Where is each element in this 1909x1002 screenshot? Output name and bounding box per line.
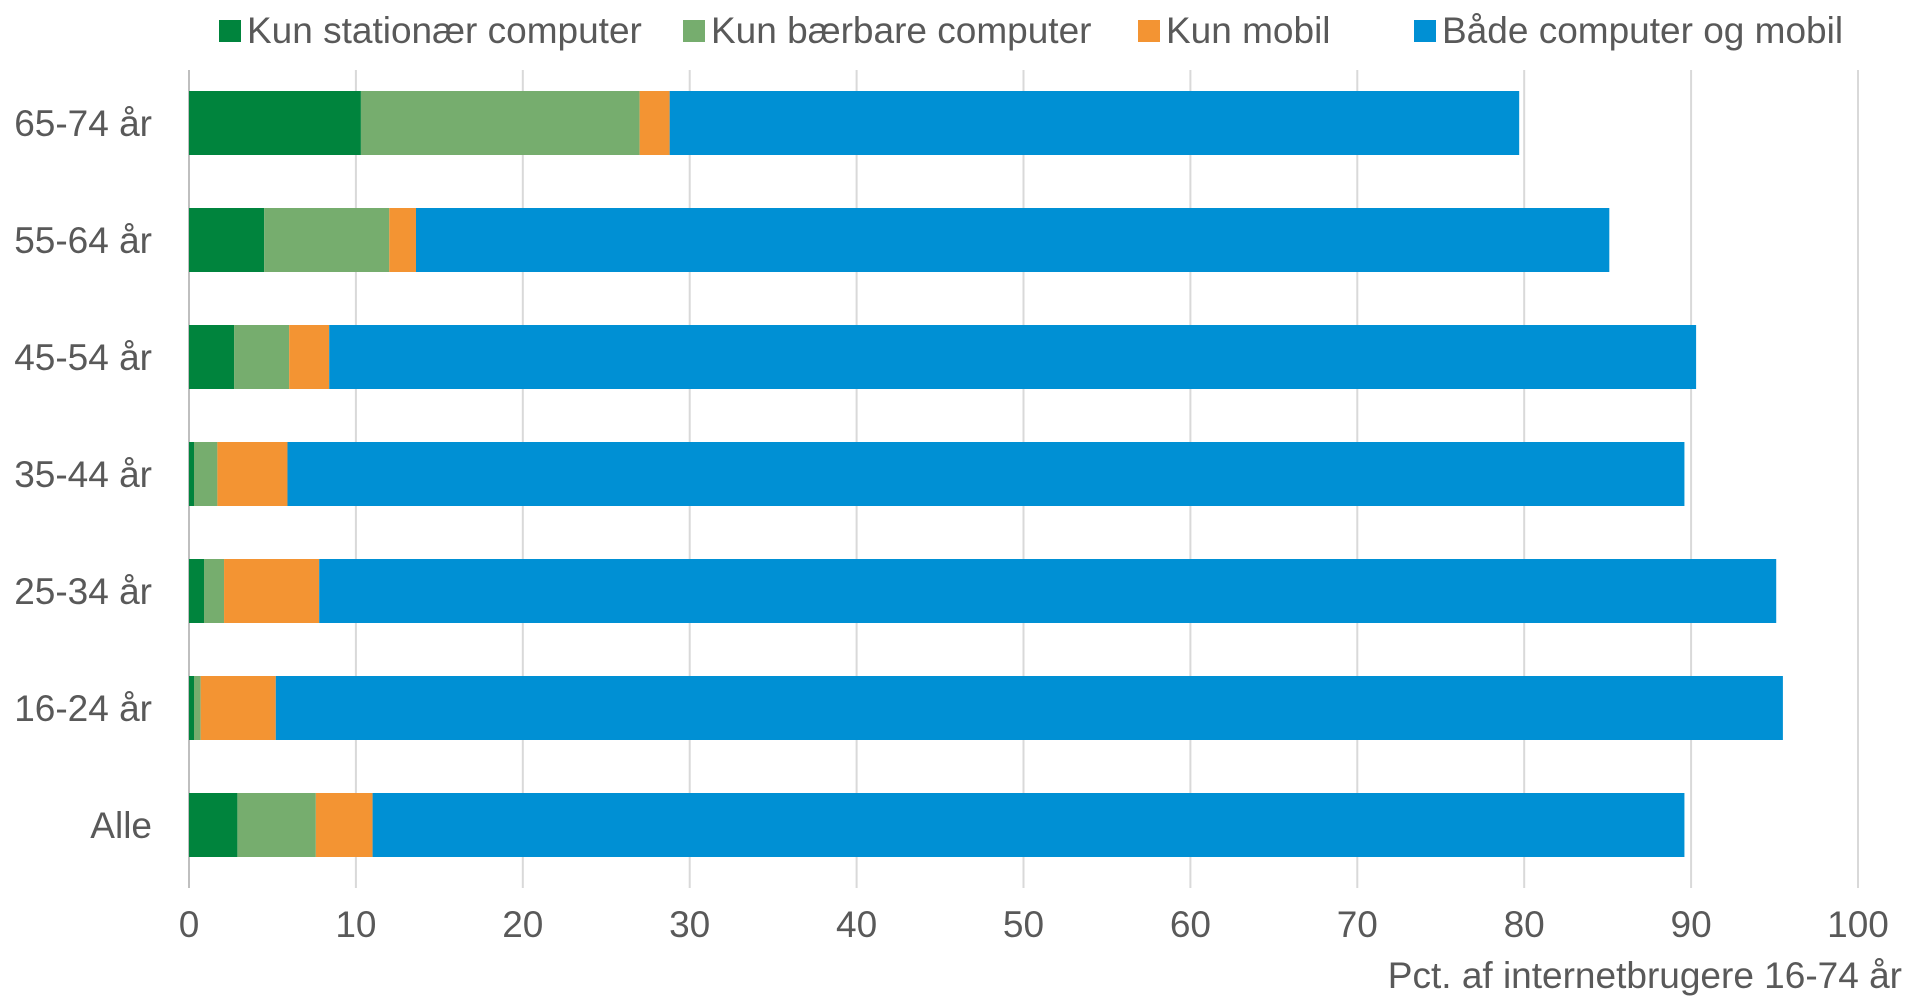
legend-swatch <box>683 20 705 42</box>
bar-segment <box>264 208 390 272</box>
bar-segment <box>189 559 205 623</box>
bar-segment <box>669 91 1520 155</box>
y-category-label: 25-34 år <box>14 571 152 612</box>
x-tick-label: 10 <box>335 904 376 945</box>
bar-segment <box>204 559 225 623</box>
x-axis-title: Pct. af internetbrugere 16-74 år <box>1388 955 1902 996</box>
x-tick-label: 90 <box>1671 904 1712 945</box>
bar-segment <box>200 676 276 740</box>
bar-segment <box>289 325 330 389</box>
y-category-label: Alle <box>90 805 152 846</box>
bar-segment <box>189 442 195 506</box>
bar-segment <box>329 325 1697 389</box>
y-category-label: 35-44 år <box>14 454 152 495</box>
bar-segment <box>224 559 320 623</box>
x-axis-ticks: 0 10 20 30 40 50 60 70 80 90 100 <box>179 904 1889 945</box>
bar-segment <box>389 208 416 272</box>
legend: Kun stationær computer Kun bærbare comput… <box>219 10 1843 51</box>
legend-swatch <box>219 20 241 42</box>
bar-segment <box>287 442 1685 506</box>
bar-segment <box>639 91 670 155</box>
bar-segment <box>217 442 288 506</box>
bar-segment <box>189 325 235 389</box>
bar-segment <box>189 676 195 740</box>
legend-label: Både computer og mobil <box>1442 10 1843 51</box>
y-category-label: 65-74 år <box>14 103 152 144</box>
x-tick-label: 40 <box>836 904 877 945</box>
x-tick-label: 20 <box>502 904 543 945</box>
bar-segment <box>372 793 1685 857</box>
bar-segment <box>194 676 201 740</box>
bar-segment <box>415 208 1610 272</box>
x-tick-label: 0 <box>179 904 200 945</box>
legend-swatch <box>1414 20 1436 42</box>
bar-segment <box>234 325 290 389</box>
y-category-label: 55-64 år <box>14 220 152 261</box>
bars <box>189 91 1783 857</box>
y-category-label: 16-24 år <box>14 688 152 729</box>
legend-swatch <box>1138 20 1160 42</box>
bar-segment <box>194 442 218 506</box>
x-tick-label: 70 <box>1337 904 1378 945</box>
x-tick-label: 60 <box>1170 904 1211 945</box>
x-tick-label: 50 <box>1003 904 1044 945</box>
bar-segment <box>360 91 640 155</box>
bar-segment <box>189 91 361 155</box>
legend-label: Kun bærbare computer <box>711 10 1091 51</box>
x-tick-label: 100 <box>1827 904 1889 945</box>
x-tick-label: 80 <box>1504 904 1545 945</box>
bar-segment <box>189 208 265 272</box>
bar-segment <box>319 559 1777 623</box>
y-category-label: 45-54 år <box>14 337 152 378</box>
y-axis-categories: 65-74 år 55-64 år 45-54 år 35-44 år 25-34 år… <box>14 103 152 846</box>
legend-label: Kun stationær computer <box>247 10 642 51</box>
bar-segment <box>189 793 238 857</box>
bar-segment <box>315 793 373 857</box>
x-tick-label: 30 <box>669 904 710 945</box>
bar-segment <box>275 676 1783 740</box>
bar-segment <box>237 793 316 857</box>
legend-label: Kun mobil <box>1166 10 1331 51</box>
